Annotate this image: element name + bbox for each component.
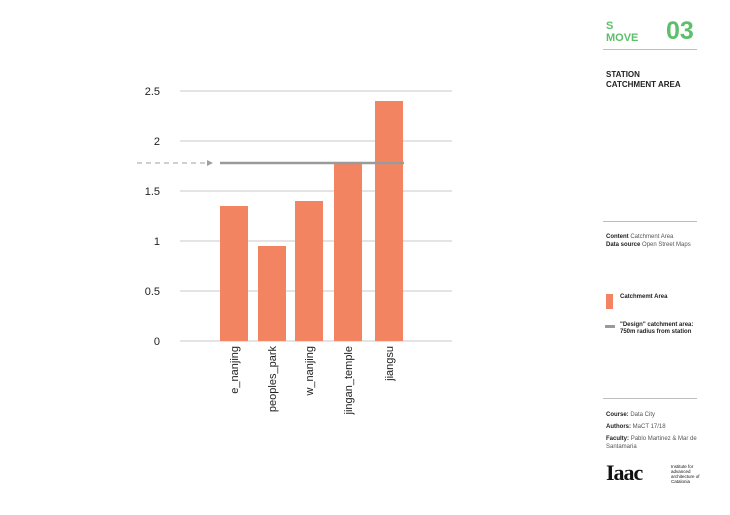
section-label: S MOVE [606, 20, 638, 44]
y-tick-label: 2 [154, 136, 160, 148]
course-value: Data City [630, 412, 656, 418]
source-label: Data source [606, 242, 641, 248]
bar [220, 206, 248, 341]
iaac-logo: Iaac [606, 460, 643, 485]
legend-line-swatch [605, 325, 615, 328]
bar [295, 201, 323, 341]
data-info: Content Catchment Area Data source Open … [606, 233, 698, 249]
bar [258, 246, 286, 341]
legend-bar-swatch [606, 294, 613, 309]
bar [375, 101, 403, 341]
y-tick-label: 2.5 [145, 86, 160, 98]
x-tick-label: w_nanjing [304, 346, 316, 397]
authors-label: Authors: [606, 424, 631, 430]
divider [603, 398, 697, 399]
section-number: 03 [666, 17, 694, 45]
authors-value: MaCT 17/18 [632, 424, 666, 430]
legend-line-label: "Design" catchment area: 750m radius fro… [620, 322, 694, 335]
x-tick-label: e_nanjing [229, 346, 241, 394]
chart-bars [220, 101, 403, 341]
content-label: Content [606, 234, 629, 240]
y-tick-label: 1.5 [145, 186, 160, 198]
section-word: MOVE [606, 32, 639, 44]
x-tick-label: jiangsu [384, 346, 396, 382]
divider [603, 221, 697, 222]
credits: Course: Data City Authors: MaCT 17/18 Fa… [606, 411, 698, 451]
title-line-1: STATION [606, 70, 640, 79]
content-value: Catchment Area [630, 234, 674, 240]
title-line-2: CATCHMENT AREA [606, 80, 681, 89]
y-axis-ticks: 0 0.5 1 1.5 2 2.5 [145, 86, 160, 348]
x-tick-label: jingan_temple [343, 346, 355, 416]
bar [334, 163, 362, 341]
page-title: STATION CATCHMENT AREA [606, 70, 698, 90]
x-axis-ticks: e_nanjing peoples_park w_nanjing jingan_tem… [229, 346, 396, 416]
faculty-label: Faculty: [606, 436, 630, 442]
divider [603, 49, 697, 50]
logo-text: Institute for advanced architecture of C… [671, 464, 700, 484]
course-label: Course: [606, 412, 629, 418]
x-tick-label: peoples_park [267, 346, 279, 413]
catchment-bar-chart: 0 0.5 1 1.5 2 2.5 e_nanjing peoples_park w_nanj… [137, 86, 452, 416]
y-tick-label: 0 [154, 336, 160, 348]
faculty-value: Pablo Martinez & Mar de Santamaria [606, 436, 697, 450]
legend-bar-label: Catchmemt Area [620, 294, 668, 300]
section-letter: S [606, 20, 614, 32]
y-tick-label: 0.5 [145, 286, 160, 298]
source-value: Open Street Maps [642, 242, 691, 248]
y-tick-label: 1 [154, 236, 160, 248]
